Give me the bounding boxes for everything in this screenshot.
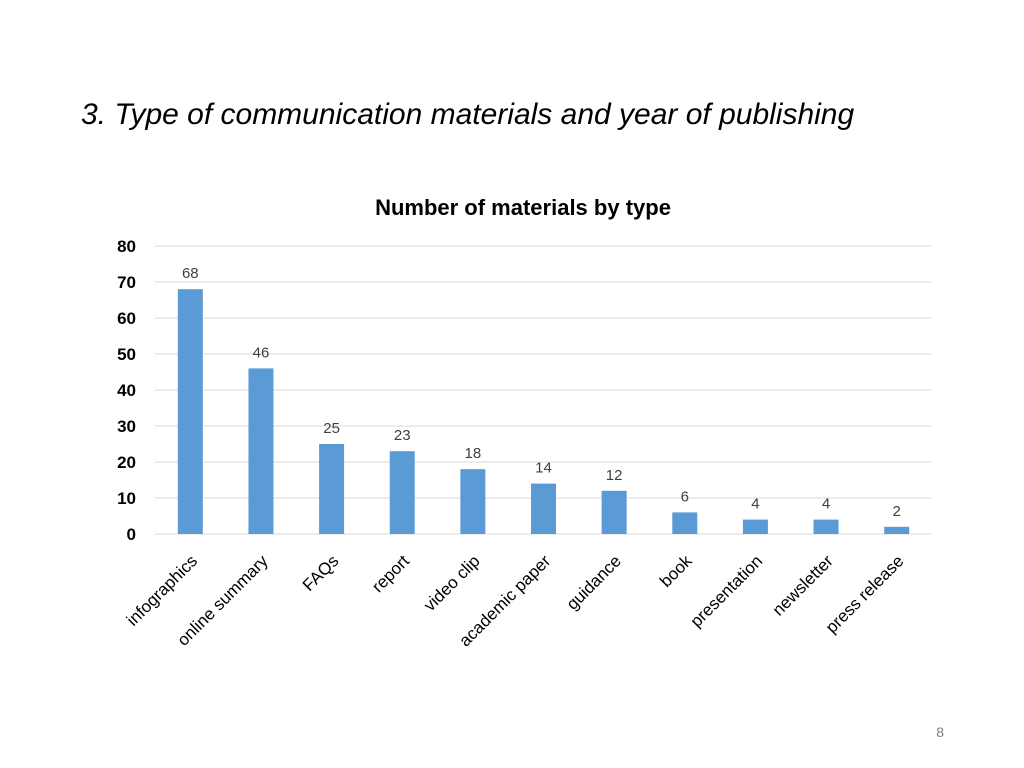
data-label: 2 bbox=[893, 503, 901, 520]
x-tick-label: newsletter bbox=[769, 551, 837, 619]
bar bbox=[672, 512, 698, 534]
bar bbox=[389, 451, 415, 534]
y-tick-label: 60 bbox=[117, 309, 136, 328]
data-label: 25 bbox=[323, 420, 340, 437]
x-tick-label: infographics bbox=[123, 551, 201, 629]
y-tick-label: 10 bbox=[117, 489, 136, 508]
bar bbox=[319, 444, 345, 534]
y-tick-label: 70 bbox=[117, 273, 136, 292]
data-label: 4 bbox=[822, 496, 830, 513]
y-tick-label: 20 bbox=[117, 453, 136, 472]
data-label: 12 bbox=[606, 467, 623, 484]
data-label: 46 bbox=[253, 344, 270, 361]
data-label: 68 bbox=[182, 265, 199, 282]
x-tick-label: presentation bbox=[687, 551, 767, 631]
data-label: 23 bbox=[394, 427, 411, 444]
bar bbox=[531, 483, 556, 534]
bar bbox=[601, 490, 627, 534]
slide-title: 3. Type of communication materials and y… bbox=[81, 98, 855, 131]
bar bbox=[742, 519, 768, 534]
x-tick-label: video clip bbox=[420, 551, 484, 615]
x-tick-label: guidance bbox=[563, 551, 625, 613]
bar bbox=[813, 519, 839, 534]
y-axis-tick-labels: 0 10 20 30 40 50 60 70 80 bbox=[117, 237, 136, 544]
data-label: 4 bbox=[751, 496, 759, 513]
data-label: 18 bbox=[465, 445, 482, 462]
y-tick-label: 30 bbox=[117, 417, 136, 436]
data-label: 14 bbox=[535, 460, 552, 477]
bar bbox=[460, 469, 486, 534]
bars bbox=[177, 289, 910, 534]
page-number: 8 bbox=[936, 724, 944, 740]
x-tick-label: report bbox=[368, 551, 413, 596]
bar bbox=[248, 368, 274, 534]
data-labels: 68 46 25 23 18 14 12 6 4 4 2 bbox=[182, 265, 901, 520]
bar bbox=[177, 289, 203, 534]
y-tick-label: 0 bbox=[127, 525, 136, 544]
x-tick-label: FAQs bbox=[299, 551, 342, 594]
x-tick-label: book bbox=[656, 551, 696, 591]
data-label: 6 bbox=[681, 488, 689, 505]
chart-title: Number of materials by type bbox=[375, 195, 671, 220]
bar bbox=[884, 526, 910, 534]
y-tick-label: 80 bbox=[117, 237, 136, 256]
y-tick-label: 40 bbox=[117, 381, 136, 400]
y-tick-label: 50 bbox=[117, 345, 136, 364]
